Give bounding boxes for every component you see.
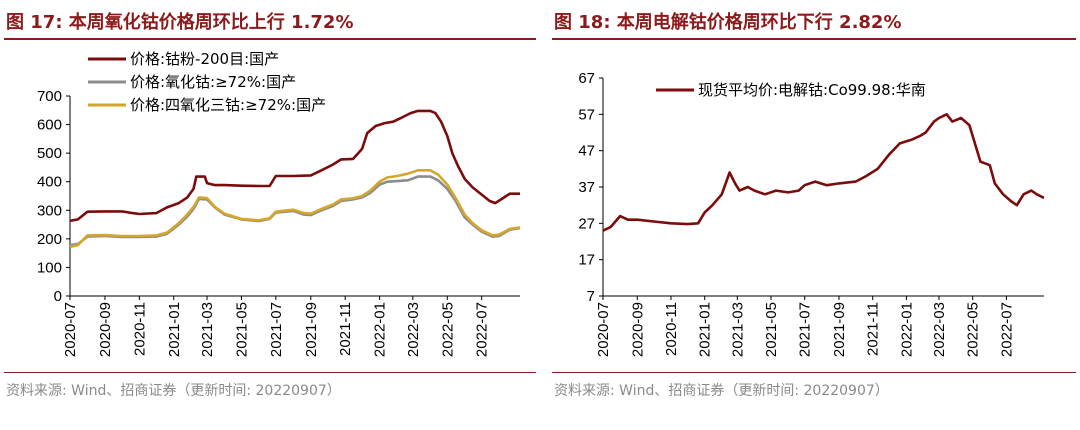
x-tick-label: 2021-01 [697, 302, 714, 357]
y-tick-label: 300 [37, 202, 62, 219]
x-tick-label: 2022-01 [372, 302, 389, 357]
y-tick-label: 27 [578, 215, 595, 232]
source-note: 资料来源: Wind、招商证券（更新时间: 20220907） [6, 383, 341, 399]
x-tick-label: 2021-05 [233, 302, 250, 357]
x-tick-label: 2021-11 [337, 302, 354, 356]
y-tick-label: 600 [37, 117, 62, 134]
legend-label: 现货平均价:电解钴:Co99.98:华南 [698, 81, 926, 99]
series-line-1 [602, 113, 1045, 232]
x-tick-label: 2021-07 [268, 302, 285, 357]
title-rule [552, 38, 1076, 40]
x-tick-label: 2021-01 [166, 302, 183, 357]
y-tick-label: 37 [578, 179, 595, 196]
y-tick-label: 17 [578, 252, 595, 269]
y-tick-label: 47 [578, 143, 595, 160]
source-note: 资料来源: Wind、招商证券（更新时间: 20220907） [554, 383, 889, 399]
series-line-1 [69, 109, 520, 223]
x-tick-label: 2022-07 [474, 302, 491, 357]
x-tick-label: 2021-11 [865, 302, 882, 356]
y-tick-label: 100 [37, 259, 62, 276]
legend-label: 价格:氧化钴:≥72%:国产 [130, 73, 296, 91]
x-tick-label: 2020-07 [595, 302, 612, 357]
x-tick-label: 2022-07 [998, 302, 1015, 357]
chart-title: 图 17: 本周氧化钴价格周环比上行 1.72% [6, 12, 354, 33]
cobalt-oxide-price-chart: 0 100 200 300 400 500 600 700 2020-07 2020-09 2020… [37, 50, 521, 357]
electrolytic-cobalt-price-chart: 7 17 27 37 47 57 67 2020-07 2020-09 2020-11 2021-0… [578, 70, 1045, 357]
y-tick-label: 57 [578, 106, 595, 123]
x-tick-label: 2021-03 [199, 302, 216, 357]
y-tick-label: 200 [37, 231, 62, 248]
y-tick-label: 0 [54, 288, 62, 305]
x-tick-label: 2022-05 [439, 302, 456, 357]
x-tick-label: 2020-07 [62, 302, 79, 357]
x-tick-label: 2021-05 [763, 302, 780, 357]
x-tick-label: 2021-09 [303, 302, 320, 357]
y-tick-label: 500 [37, 145, 62, 162]
x-tick-label: 2022-01 [898, 302, 915, 357]
footer-rule [552, 372, 1076, 373]
y-tick-label: 67 [578, 70, 595, 87]
y-tick-label: 400 [37, 174, 62, 191]
x-tick-label: 2021-07 [797, 302, 814, 357]
title-rule [4, 38, 536, 40]
x-tick-label: 2020-09 [629, 302, 646, 357]
x-tick-label: 2021-09 [831, 302, 848, 357]
x-tick-label: 2021-03 [729, 302, 746, 357]
footer-rule [4, 372, 536, 373]
x-tick-label: 2020-11 [131, 302, 148, 356]
y-tick-label: 7 [587, 288, 595, 305]
x-tick-label: 2022-05 [965, 302, 982, 357]
right-chart-panel: 图 18: 本周电解钴价格周环比下行 2.82% 7 17 27 37 47 57 67 20… [548, 0, 1080, 430]
y-tick-label: 700 [37, 88, 62, 105]
x-tick-label: 2020-09 [97, 302, 114, 357]
chart-title: 图 18: 本周电解钴价格周环比下行 2.82% [554, 12, 902, 33]
legend-label: 价格:四氧化三钴:≥72%:国产 [130, 96, 326, 114]
legend-label: 价格:钴粉-200目:国产 [130, 50, 279, 68]
x-tick-label: 2022-03 [931, 302, 948, 357]
left-chart-panel: 图 17: 本周氧化钴价格周环比上行 1.72% 0 100 200 300 400 50… [4, 12, 536, 399]
series-line-3 [69, 169, 521, 249]
x-tick-label: 2020-11 [663, 302, 680, 356]
x-tick-label: 2022-03 [405, 302, 422, 357]
